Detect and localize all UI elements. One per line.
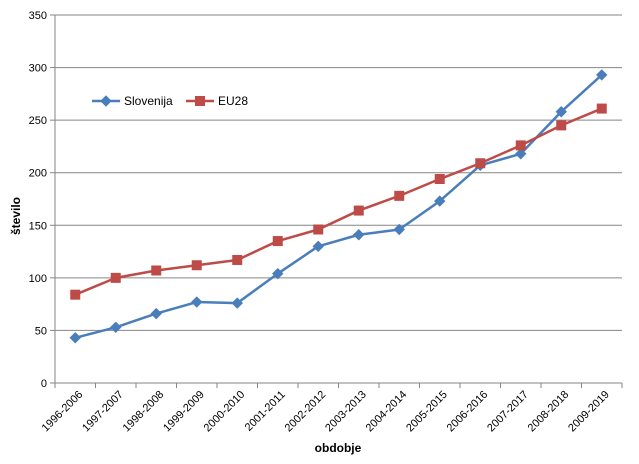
data-point-diamond: [100, 95, 112, 107]
x-tick-label: 1996-2006: [40, 389, 86, 435]
legend: Slovenija EU28: [92, 94, 248, 108]
y-tick-label: 300: [29, 63, 47, 75]
data-point-square: [556, 120, 567, 131]
x-tick-label: 2005-2015: [404, 389, 450, 435]
x-tick-label: 2003-2013: [323, 389, 369, 435]
data-point-square: [353, 205, 364, 216]
x-tick-label: 1999-2009: [161, 389, 207, 435]
data-point-square: [596, 103, 607, 114]
data-point-diamond: [393, 223, 405, 236]
data-point-diamond: [515, 148, 527, 160]
y-tick-label: 250: [29, 115, 47, 127]
legend-item-slovenija: Slovenija: [92, 94, 173, 108]
data-point-square: [151, 265, 162, 276]
x-tick-label: 1998-2008: [121, 389, 167, 435]
data-point-diamond: [150, 307, 162, 320]
series-eu28: [70, 103, 607, 300]
y-tick-label: 200: [29, 168, 47, 180]
series-line: [74, 107, 603, 296]
data-point-diamond: [596, 69, 608, 81]
series-slovenija: [69, 69, 608, 344]
x-tick-label: 2006-2016: [445, 389, 491, 435]
data-point-diamond: [312, 240, 324, 253]
data-point-square: [272, 236, 283, 247]
data-point-diamond: [110, 321, 122, 333]
data-point-diamond: [353, 229, 365, 241]
y-axis-label: število: [9, 197, 23, 235]
x-tick-label: 2001-2011: [243, 389, 288, 434]
x-tick-label: 2008-2018: [526, 389, 572, 435]
x-tick-label: 2009-2019: [566, 389, 612, 435]
x-axis-label: obdobje: [315, 441, 362, 455]
x-tick-label: 2000-2010: [202, 389, 248, 435]
data-point-diamond: [191, 296, 203, 308]
legend-item-eu28: EU28: [186, 94, 248, 108]
series-line: [74, 74, 603, 339]
data-point-square: [394, 190, 405, 201]
data-point-square: [110, 272, 121, 283]
data-point-diamond: [231, 297, 243, 309]
y-tick-label: 100: [29, 273, 47, 285]
data-point-square: [313, 224, 324, 235]
data-point-square: [475, 158, 486, 169]
axes: [50, 14, 623, 388]
data-point-square: [195, 96, 205, 106]
y-tick-label: 350: [29, 10, 47, 22]
data-point-diamond: [69, 332, 81, 344]
y-tick-label: 50: [35, 325, 47, 337]
data-point-square: [515, 140, 526, 151]
gridlines: [55, 14, 622, 331]
data-point-diamond: [272, 267, 284, 280]
data-point-square: [232, 254, 243, 265]
data-point-square: [191, 260, 202, 271]
y-tick-label: 150: [29, 220, 47, 232]
series-group: [69, 69, 608, 344]
x-tick-label: 2004-2014: [364, 389, 410, 435]
data-point-diamond: [434, 195, 446, 207]
legend-label: Slovenija: [124, 94, 173, 108]
x-tick-label: 2007-2017: [485, 389, 531, 435]
data-point-square: [434, 174, 445, 185]
x-tick-label: 2002-2012: [283, 389, 329, 435]
y-tick-labels: 0 50 100 150 200 250 300 350: [29, 10, 47, 390]
data-point-diamond: [555, 106, 567, 118]
data-point-square: [70, 289, 81, 300]
y-tick-label: 0: [41, 378, 47, 390]
x-tick-label: 1997-2007: [80, 389, 126, 435]
x-tick-labels: 1996-20061997-20071998-20081999-20092000…: [40, 389, 612, 435]
legend-label: EU28: [218, 94, 248, 108]
